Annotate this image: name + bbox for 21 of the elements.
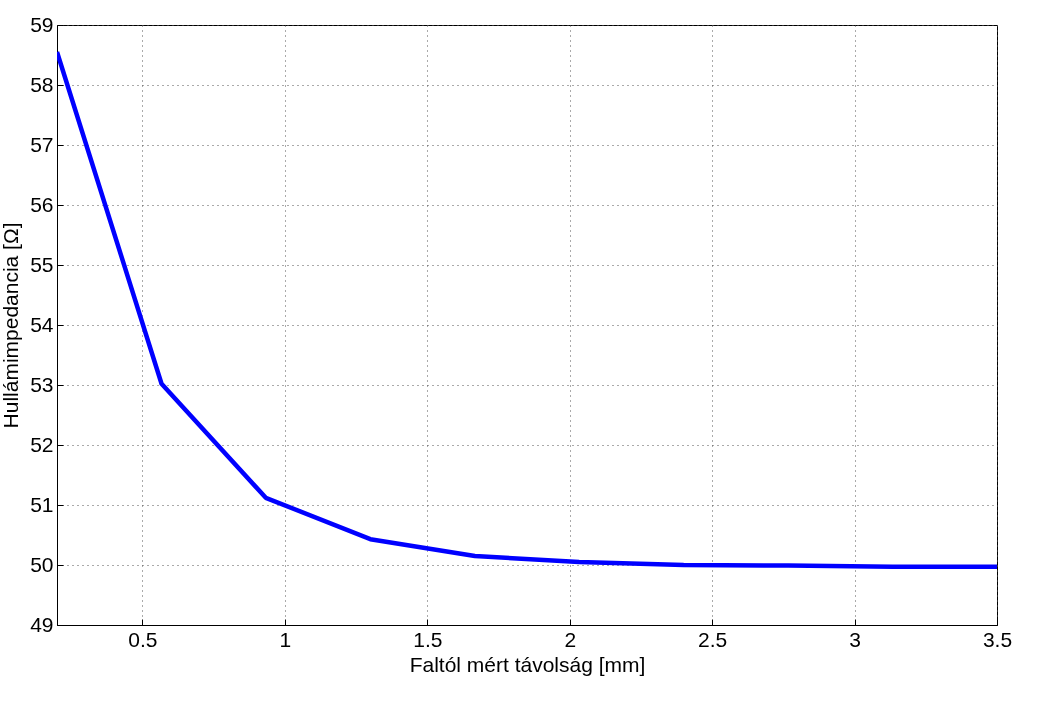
- x-tick-label: 3: [849, 627, 861, 651]
- y-tick-label: 58: [30, 72, 54, 96]
- y-tick-label: 56: [30, 192, 54, 216]
- y-tick-label: 57: [30, 132, 54, 156]
- x-axis-title: Faltól mért távolság [mm]: [409, 652, 646, 676]
- y-tick-label: 50: [30, 552, 54, 576]
- y-tick-label: 51: [30, 492, 54, 516]
- x-tick-label: 0.5: [128, 627, 158, 651]
- x-tick-label: 2.5: [698, 627, 728, 651]
- x-tick-label: 2: [564, 627, 577, 651]
- line-series: [57, 49, 997, 570]
- x-tick-label: 3.5: [982, 627, 1013, 651]
- y-tick-label: 55: [30, 252, 54, 276]
- y-tick-label: 59: [30, 12, 54, 36]
- x-tick-label: 1: [279, 627, 292, 651]
- x-tick-label: 1.5: [413, 627, 443, 651]
- y-tick-label: 49: [30, 612, 54, 636]
- y-tick-label: 53: [30, 372, 54, 396]
- y-axis-title: Hullámimpedancia [Ω]: [0, 222, 23, 429]
- y-tick-label: 52: [30, 432, 54, 456]
- y-tick-label: 54: [30, 312, 54, 336]
